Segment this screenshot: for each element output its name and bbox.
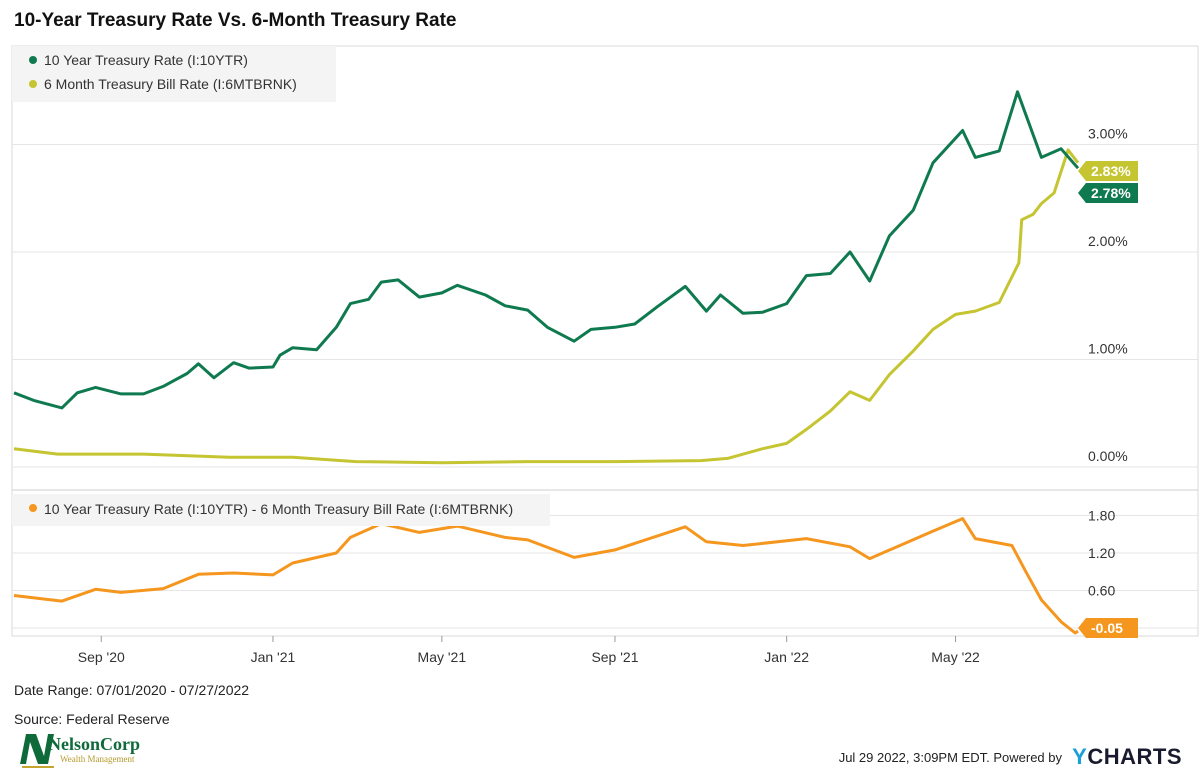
ycharts-y-mark: Y	[1072, 744, 1088, 769]
top-y-tick-label: 3.00%	[1088, 126, 1128, 142]
chart-title: 10-Year Treasury Rate Vs. 6-Month Treasu…	[14, 10, 457, 31]
x-tick-label: Jan '22	[764, 649, 809, 665]
ycharts-wordmark: CHARTS	[1087, 744, 1182, 769]
legend-marker	[29, 56, 37, 64]
spread-last-value-flag	[1078, 618, 1138, 638]
ten-year-series-line	[13, 90, 1080, 410]
logo-subtitle: Wealth Management	[60, 754, 135, 764]
six-month-last-value-flag	[1078, 161, 1138, 181]
x-tick-label: Sep '20	[78, 649, 125, 665]
top-y-tick-label: 0.00%	[1088, 448, 1128, 464]
logo-name: NelsonCorp	[48, 734, 141, 754]
plot-frame	[11, 45, 1199, 637]
bottom-y-tick-label: 1.80	[1088, 508, 1115, 524]
spread-series-line	[13, 517, 1079, 635]
legend-entry: 6 Month Treasury Bill Rate (I:6MTBRNK)	[44, 76, 297, 92]
source-text: Source: Federal Reserve	[14, 711, 170, 727]
spread-last-value-flag-text: -0.05	[1091, 620, 1123, 636]
legend-marker	[29, 504, 37, 512]
timestamp: Jul 29 2022, 3:09PM EDT. Powered by	[839, 750, 1062, 765]
ten-year-last-value-flag	[1078, 183, 1138, 203]
ycharts-logo[interactable]: YCHARTS	[1072, 744, 1182, 770]
chart-area: 10 Year Treasury Rate (I:10YTR) 6 Month T…	[11, 45, 1199, 665]
x-tick-label: May '22	[931, 649, 980, 665]
date-range: Date Range: 07/01/2020 - 07/27/2022	[14, 682, 250, 698]
top-legend-box	[12, 46, 336, 102]
legend-marker	[29, 80, 37, 88]
ten-year-last-value-flag-text: 2.78%	[1091, 185, 1131, 201]
x-tick-label: Jan '21	[251, 649, 296, 665]
x-tick-label: Sep '21	[591, 649, 638, 665]
logo-n-icon	[20, 734, 54, 768]
top-y-tick-label: 1.00%	[1088, 341, 1128, 357]
timestamp-text: Jul 29 2022, 3:09PM EDT.	[838, 750, 990, 765]
x-tick-label: May '21	[418, 649, 467, 665]
legend-entry: 10 Year Treasury Rate (I:10YTR) - 6 Mont…	[44, 501, 513, 517]
nelsoncorp-logo: NelsonCorp Wealth Management	[18, 730, 148, 768]
bottom-y-tick-label: 1.20	[1088, 545, 1115, 561]
bottom-y-tick-label: 0.60	[1088, 583, 1115, 599]
six-month-last-value-flag-text: 2.83%	[1091, 163, 1131, 179]
bottom-legend-box	[12, 494, 550, 526]
top-y-tick-label: 2.00%	[1088, 233, 1128, 249]
six-month-series-line	[13, 148, 1080, 465]
powered-by-text: Powered by	[993, 750, 1062, 765]
legend-entry: 10 Year Treasury Rate (I:10YTR)	[44, 52, 248, 68]
